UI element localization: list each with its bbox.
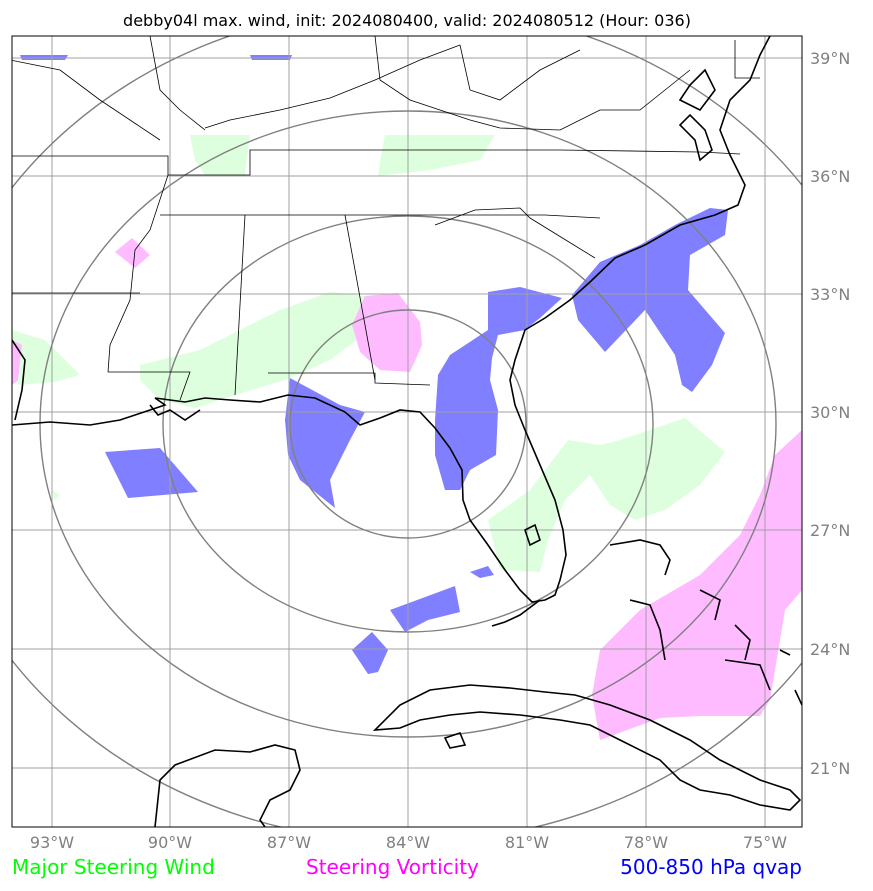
lat-label: 27°N: [810, 521, 850, 540]
latitude-labels: 39°N 36°N 33°N 30°N 27°N 24°N 21°N: [810, 49, 850, 778]
lon-label: 87°W: [267, 833, 311, 852]
legend: Major Steering Wind Steering Vorticity 5…: [12, 855, 802, 879]
range-ring: [39, 110, 777, 738]
qvap-region: [285, 378, 365, 508]
wind-region: [12, 330, 80, 385]
range-rings: [12, 36, 802, 827]
qvap-region: [470, 566, 494, 578]
lon-label: 93°W: [30, 833, 74, 852]
lat-label: 30°N: [810, 403, 850, 422]
qvap-region: [572, 208, 728, 392]
longitude-labels: 93°W 90°W 87°W 84°W 81°W 78°W 75°W: [30, 833, 787, 852]
vorticity-region: [115, 238, 150, 268]
lat-label: 24°N: [810, 640, 850, 659]
vorticity-region: [352, 293, 422, 372]
lon-label: 81°W: [505, 833, 549, 852]
steering-wind-regions: [12, 135, 725, 572]
wind-region: [378, 135, 495, 176]
qvap-region: [390, 586, 460, 632]
map-frame: [11, 35, 803, 828]
qvap-region: [105, 448, 198, 498]
range-ring: [162, 215, 654, 633]
coastlines: [12, 36, 802, 827]
map-area: [12, 36, 802, 827]
legend-steering-wind: Major Steering Wind: [12, 855, 215, 879]
lat-label: 21°N: [810, 759, 850, 778]
lon-label: 78°W: [624, 833, 668, 852]
lon-label: 90°W: [148, 833, 192, 852]
wind-region: [488, 418, 725, 572]
legend-qvap: 500-850 hPa qvap: [620, 855, 802, 879]
lon-label: 84°W: [386, 833, 430, 852]
lat-label: 33°N: [810, 285, 850, 304]
steering-vorticity-regions: [12, 238, 802, 740]
lon-label: 75°W: [743, 833, 787, 852]
plot-title: debby04l max. wind, init: 2024080400, va…: [123, 11, 691, 30]
legend-steering-vorticity: Steering Vorticity: [306, 855, 479, 879]
wind-region: [52, 490, 60, 500]
vorticity-region: [592, 430, 802, 740]
state-borders: [12, 36, 760, 401]
qvap-region: [352, 632, 388, 674]
lat-label: 36°N: [810, 167, 850, 186]
wind-region: [140, 292, 370, 408]
lat-label: 39°N: [810, 49, 850, 68]
qvap-region: [435, 287, 562, 490]
range-ring: [289, 309, 527, 539]
